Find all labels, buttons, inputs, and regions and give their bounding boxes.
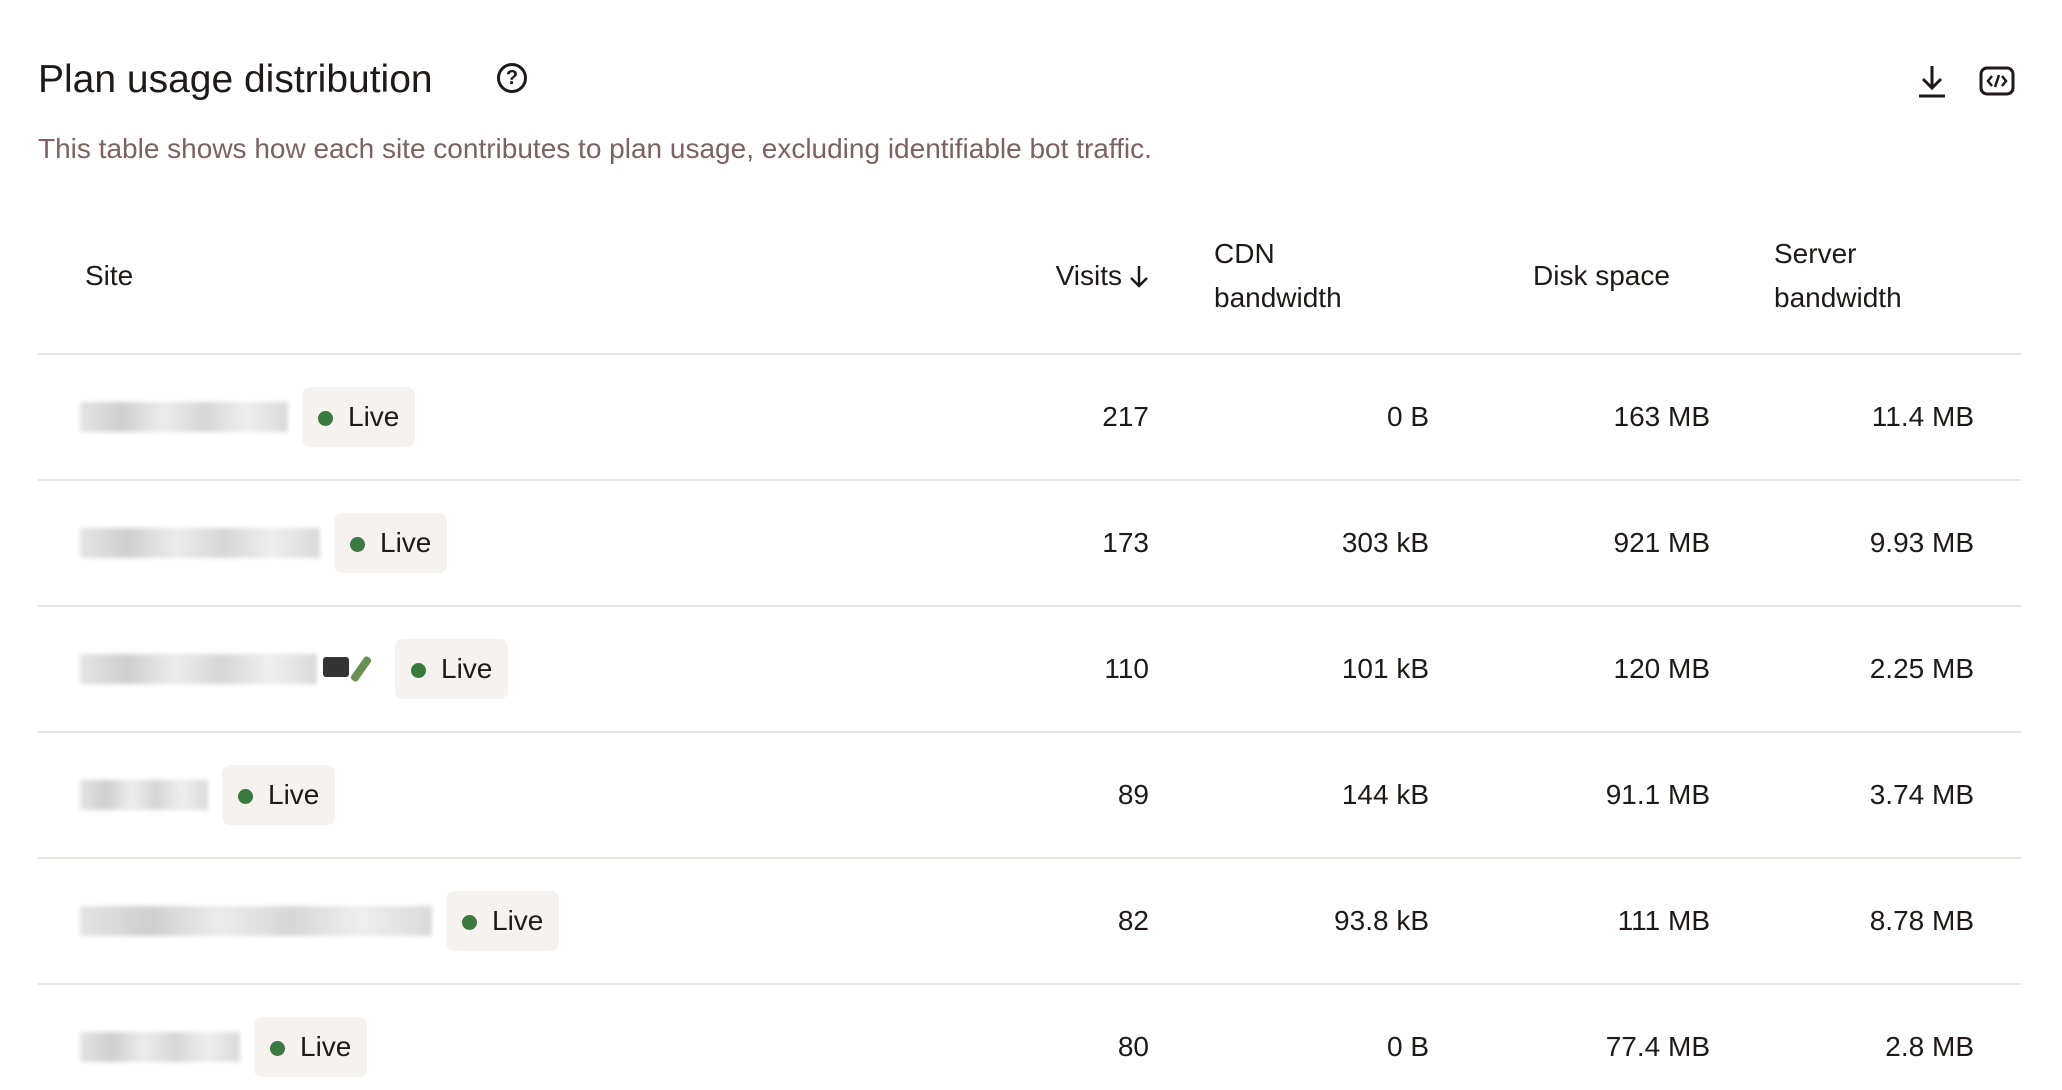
cell-value: 3.74 MB bbox=[1869, 779, 1974, 810]
cell-value: 921 MB bbox=[1613, 527, 1711, 558]
cell-value: 101 kB bbox=[1341, 653, 1429, 684]
row-divider bbox=[38, 605, 2021, 607]
status-badge: Live bbox=[254, 1017, 368, 1077]
row-divider bbox=[38, 983, 2021, 985]
status-badge: Live bbox=[302, 387, 416, 447]
site-emoji bbox=[323, 657, 349, 677]
cell-value: 110 bbox=[1104, 653, 1149, 684]
description: This table shows how each site contribut… bbox=[38, 133, 1152, 164]
status-badge: Live bbox=[446, 891, 560, 951]
cell-value: 93.8 kB bbox=[1334, 905, 1429, 936]
cell-value: 8.78 MB bbox=[1869, 905, 1974, 936]
row-divider bbox=[38, 731, 2021, 733]
site-name-redacted bbox=[80, 654, 317, 684]
embed-button[interactable] bbox=[1979, 66, 2015, 96]
cell-value: 111 MB bbox=[1617, 905, 1710, 936]
status-badge: Live bbox=[222, 765, 336, 825]
cell-value: 0 B bbox=[1386, 1031, 1429, 1062]
column-header: Server bandwidth bbox=[1774, 238, 1902, 313]
site-name-redacted bbox=[80, 528, 320, 558]
cell-value: 80 bbox=[1117, 1031, 1149, 1062]
cell-value: 217 bbox=[1102, 401, 1149, 432]
cell-value: 163 MB bbox=[1613, 401, 1711, 432]
cell-value: 2.8 MB bbox=[1885, 1031, 1974, 1062]
site-name-redacted bbox=[80, 1032, 240, 1062]
title: Plan usage distribution bbox=[38, 58, 433, 101]
cell-value: 11.4 MB bbox=[1871, 401, 1974, 432]
column-header: CDN bandwidth bbox=[1214, 238, 1342, 313]
cell-value: 89 bbox=[1117, 779, 1149, 810]
row-divider bbox=[38, 857, 2021, 859]
cell-value: 120 MB bbox=[1613, 653, 1711, 684]
cell-value: 303 kB bbox=[1341, 527, 1429, 558]
site-name-redacted bbox=[80, 402, 288, 432]
status-badge: Live bbox=[334, 513, 448, 573]
cell-value: 82 bbox=[1117, 905, 1149, 936]
sort-arrow bbox=[1130, 266, 1148, 288]
download-button[interactable] bbox=[1917, 64, 1947, 98]
column-header: Site bbox=[85, 260, 134, 291]
cell-value: 144 kB bbox=[1341, 779, 1429, 810]
cell-value: 91.1 MB bbox=[1605, 779, 1710, 810]
status-badge: Live bbox=[395, 639, 509, 699]
sortable-header[interactable]: Visits bbox=[1055, 260, 1122, 291]
site-name-redacted bbox=[80, 906, 432, 936]
row-divider bbox=[38, 479, 2021, 481]
cell-value: 77.4 MB bbox=[1605, 1031, 1710, 1062]
cell-value: 173 bbox=[1102, 527, 1149, 558]
help-icon[interactable]: ? bbox=[497, 63, 527, 93]
column-header: Disk space bbox=[1533, 260, 1670, 291]
site-name-redacted bbox=[80, 780, 208, 810]
cell-value: 9.93 MB bbox=[1869, 527, 1974, 558]
site-emoji bbox=[349, 655, 373, 683]
cell-value: 0 B bbox=[1386, 401, 1429, 432]
header-divider bbox=[38, 353, 2021, 355]
cell-value: 2.25 MB bbox=[1869, 653, 1974, 684]
